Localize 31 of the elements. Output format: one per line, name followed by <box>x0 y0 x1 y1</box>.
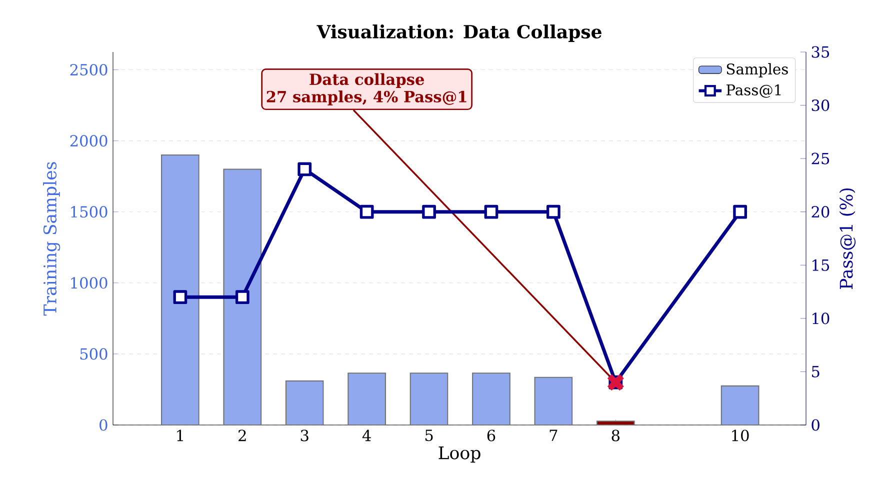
y2-tick-label: 25 <box>812 152 830 164</box>
legend-label: Samples <box>726 63 788 78</box>
x-tick-label: 2 <box>238 430 246 442</box>
x-tick-label: 4 <box>362 430 371 442</box>
annotation: Data collapse <box>310 73 424 88</box>
x-tick-label: 1 <box>177 430 183 442</box>
x-tick-label: 3 <box>300 430 308 442</box>
y-tick-label: 500 <box>80 348 108 360</box>
x-tick-label: 6 <box>487 430 496 442</box>
y2-tick-label: 0 <box>812 419 820 431</box>
x-tick-label: 10 <box>732 430 749 442</box>
x-tick-label: 7 <box>550 430 558 441</box>
x-tick-label: 5 <box>425 430 433 442</box>
y-tick-label: 0 <box>100 419 108 431</box>
y-axis-title: Training Samples <box>43 162 60 316</box>
y-tick-label: 1500 <box>71 206 108 218</box>
y2-tick-label: 5 <box>812 366 820 378</box>
y-tick-label: 1000 <box>71 277 108 289</box>
y-tick-label: 2500 <box>70 64 108 76</box>
chart-title: Visualization: Data Collapse <box>316 24 602 42</box>
y2-tick-label: 15 <box>812 259 830 271</box>
y2-tick-label: 20 <box>812 206 830 218</box>
y2-tick-label: 10 <box>812 312 830 324</box>
y2-tick-label: 35 <box>812 46 830 58</box>
x-tick-label: 8 <box>612 430 620 442</box>
y2-tick-label: 30 <box>812 99 830 112</box>
legend-label: Pass@1 <box>726 84 781 98</box>
x-axis-title: Loop <box>438 446 480 463</box>
annotation: 27 samples, 4% Pass@1 <box>266 90 466 106</box>
y-tick-label: 2000 <box>70 135 108 147</box>
y2-axis-title: Pass@1 (%) <box>839 188 856 289</box>
